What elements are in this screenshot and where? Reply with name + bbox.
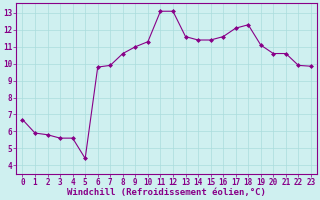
X-axis label: Windchill (Refroidissement éolien,°C): Windchill (Refroidissement éolien,°C) bbox=[67, 188, 266, 197]
